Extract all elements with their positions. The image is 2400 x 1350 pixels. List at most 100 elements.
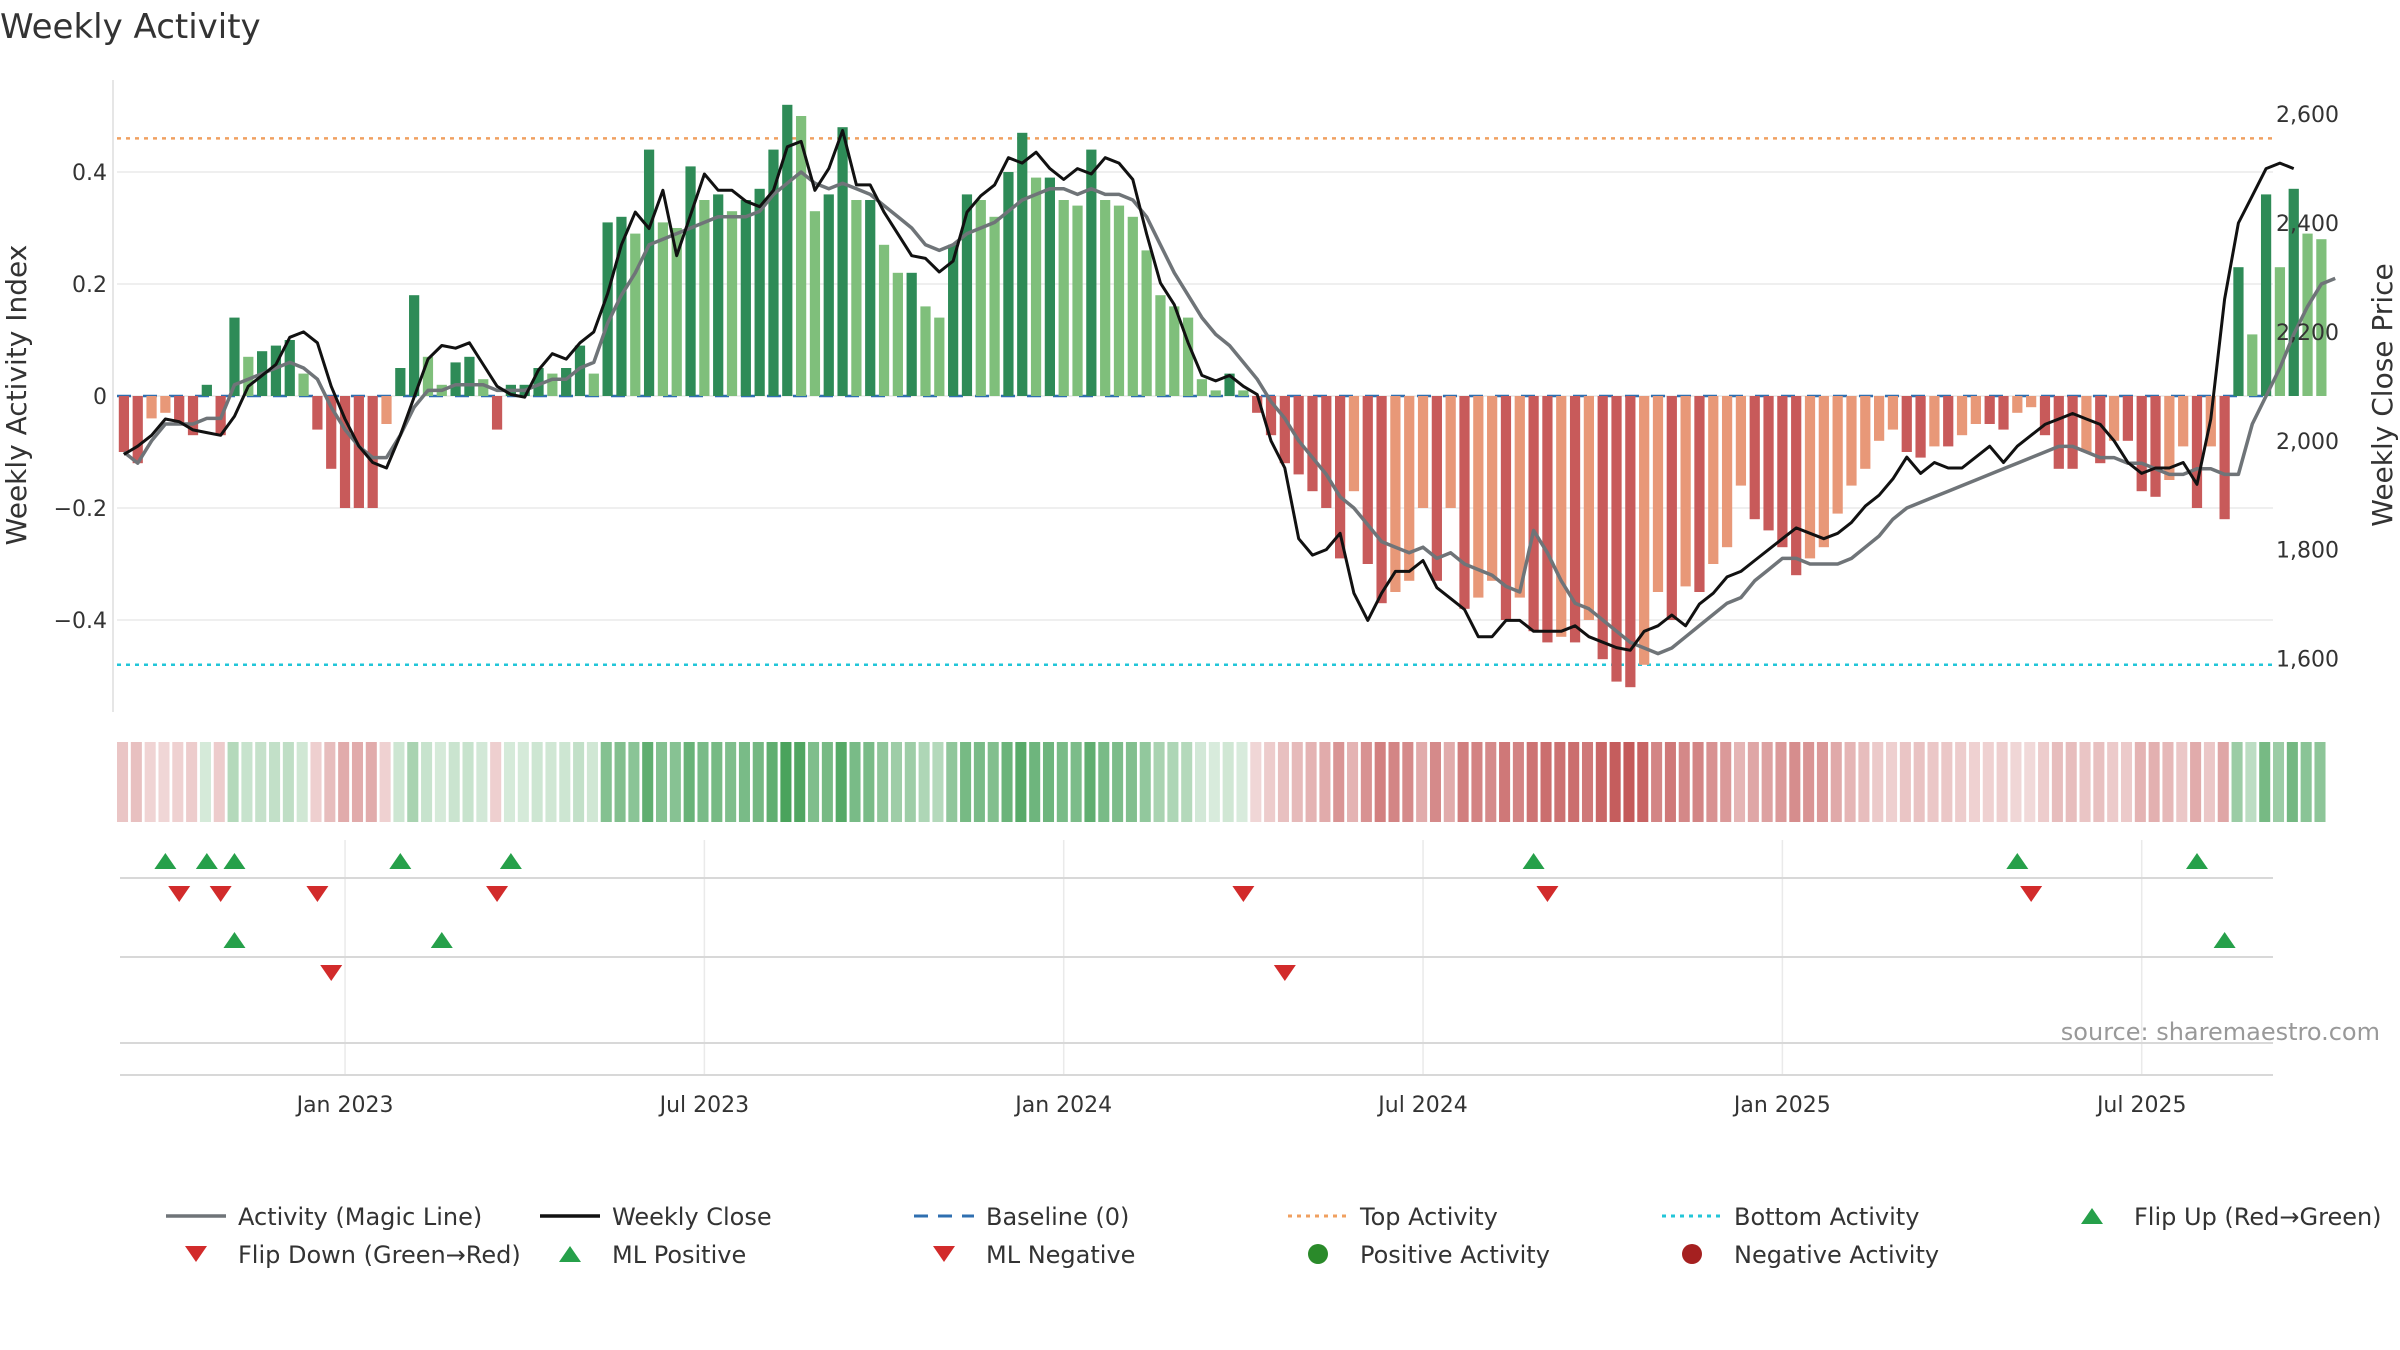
heatstrip-cell — [1070, 742, 1082, 822]
heatstrip-cell — [269, 742, 281, 822]
legend-label: Bottom Activity — [1734, 1203, 1919, 1231]
activity-bar — [2219, 396, 2230, 520]
axes: 0.4 0.2 0 −0.2 −0.4 2,600 2,400 2,200 2,000 1,800… — [54, 80, 2339, 712]
activity-bar — [2288, 188, 2299, 396]
flip-down-marker — [306, 886, 329, 902]
heatstrip-cell — [766, 742, 778, 822]
heatstrip-cell — [117, 742, 129, 822]
legend-swatch — [559, 1246, 581, 1262]
activity-bar — [1735, 396, 1747, 486]
heatstrip-cell — [1029, 742, 1041, 822]
legend-label: Top Activity — [1359, 1203, 1498, 1231]
heatstrip-cell — [890, 742, 903, 822]
heatstrip-cell — [1706, 742, 1718, 822]
activity-bar — [588, 373, 599, 396]
heatstrip-cell — [1996, 742, 2008, 822]
activity-bar — [1915, 396, 1926, 458]
heatstrip-cell — [1720, 742, 1732, 822]
heatstrip-cell — [434, 742, 446, 822]
legend-item: Bottom Activity — [1662, 1203, 1919, 1231]
heatstrip-cell — [1499, 742, 1511, 822]
heatstrip-cell — [1139, 742, 1151, 822]
heatstrip-cell — [2107, 742, 2119, 822]
activity-bar — [561, 368, 572, 396]
activity-bar — [837, 127, 848, 396]
activity-bar — [1625, 396, 1636, 688]
activity-bar — [1514, 396, 1525, 598]
heatstrip-cell — [2038, 742, 2050, 822]
heatstrip-cell — [1347, 742, 1359, 822]
heatstrip-cell — [241, 742, 253, 822]
heatstrip-cell — [849, 742, 861, 822]
legend-label: Activity (Magic Line) — [238, 1203, 482, 1231]
source-label: source: sharemaestro.com — [2061, 1018, 2380, 1046]
activity-bar — [1044, 177, 1055, 396]
heatstrip-cell — [780, 742, 792, 822]
activity-bar — [1445, 396, 1456, 508]
heatstrip-cell — [1236, 742, 1248, 822]
legend-label: Flip Up (Red→Green) — [2134, 1203, 2382, 1231]
heatstrip-cell — [2024, 742, 2036, 822]
activity-bar — [934, 317, 945, 396]
flip-down-marker — [1232, 886, 1255, 902]
heatstrip-cell — [1526, 742, 1538, 822]
y-tick-label-right: 2,400 — [2276, 212, 2339, 237]
x-tick-label: Jul 2023 — [658, 1093, 750, 1118]
heatstrip-cell — [2273, 742, 2285, 822]
y-tick-label-right: 2,000 — [2276, 430, 2339, 455]
heatstrip-cell — [2010, 742, 2022, 822]
heatstrip-cell — [1333, 742, 1345, 822]
heatstrip-cell — [711, 742, 723, 822]
heatstrip-cell — [614, 742, 626, 822]
activity-bar — [2164, 396, 2175, 480]
heatstrip-cell — [1899, 742, 1911, 822]
heatstrip-cell — [1816, 742, 1828, 822]
y-tick-label-right: 1,600 — [2276, 648, 2339, 673]
flip-up-marker — [1522, 853, 1545, 869]
heatstrip-cell — [365, 742, 377, 822]
activity-bar — [878, 244, 890, 396]
heatstrip-cell — [490, 742, 502, 822]
activity-bar — [478, 379, 489, 396]
activity-bar — [1100, 200, 1111, 396]
activity-bar — [1680, 396, 1691, 587]
ml-positive-marker — [430, 932, 453, 948]
heatstrip-cell — [932, 742, 944, 822]
heatstrip-cell — [1913, 742, 1925, 822]
heatstrip-cell — [1651, 742, 1663, 822]
heatstrip-cell — [2162, 742, 2174, 822]
heatstrip-cell — [628, 742, 640, 822]
heatstrip-cell — [1637, 742, 1649, 822]
heatstrip-cell — [1125, 742, 1137, 822]
heatstrip-cell — [586, 742, 598, 822]
heatstrip-cell — [1886, 742, 1898, 822]
heatstrip-cell — [2300, 742, 2312, 822]
heatstrip-cell — [877, 742, 889, 822]
heatstrip-cell — [1429, 742, 1442, 822]
heatstrip-cell — [656, 742, 668, 822]
y-tick-label-left: −0.2 — [54, 497, 107, 522]
activity-bar — [1652, 396, 1664, 592]
heatstrip-cell — [725, 742, 737, 822]
heatstrip-cell — [2148, 742, 2160, 822]
heatstrip-cell — [1015, 742, 1027, 822]
heatstrip-cell — [2231, 742, 2243, 822]
heatstrip-cell — [794, 742, 806, 822]
activity-bar — [284, 340, 295, 396]
heatstrip-cell — [213, 742, 225, 822]
heatstrip-cell — [2314, 742, 2326, 822]
activity-bar — [367, 396, 378, 508]
legend-swatch — [185, 1246, 207, 1262]
heatstrip-cell — [172, 742, 184, 822]
activity-bar — [2053, 396, 2064, 469]
x-tick-label: Jan 2025 — [1732, 1093, 1831, 1118]
legend: Activity (Magic Line) Weekly Close Baselin… — [166, 1203, 2382, 1269]
heatstrip-cell — [421, 742, 433, 822]
activity-bar — [243, 356, 254, 396]
activity-bar — [1887, 396, 1899, 430]
flip-down-marker — [168, 886, 191, 902]
activity-bar — [1224, 373, 1235, 396]
activity-bar — [2233, 267, 2244, 396]
activity-bar — [768, 149, 779, 396]
activity-bar — [1528, 396, 1539, 632]
